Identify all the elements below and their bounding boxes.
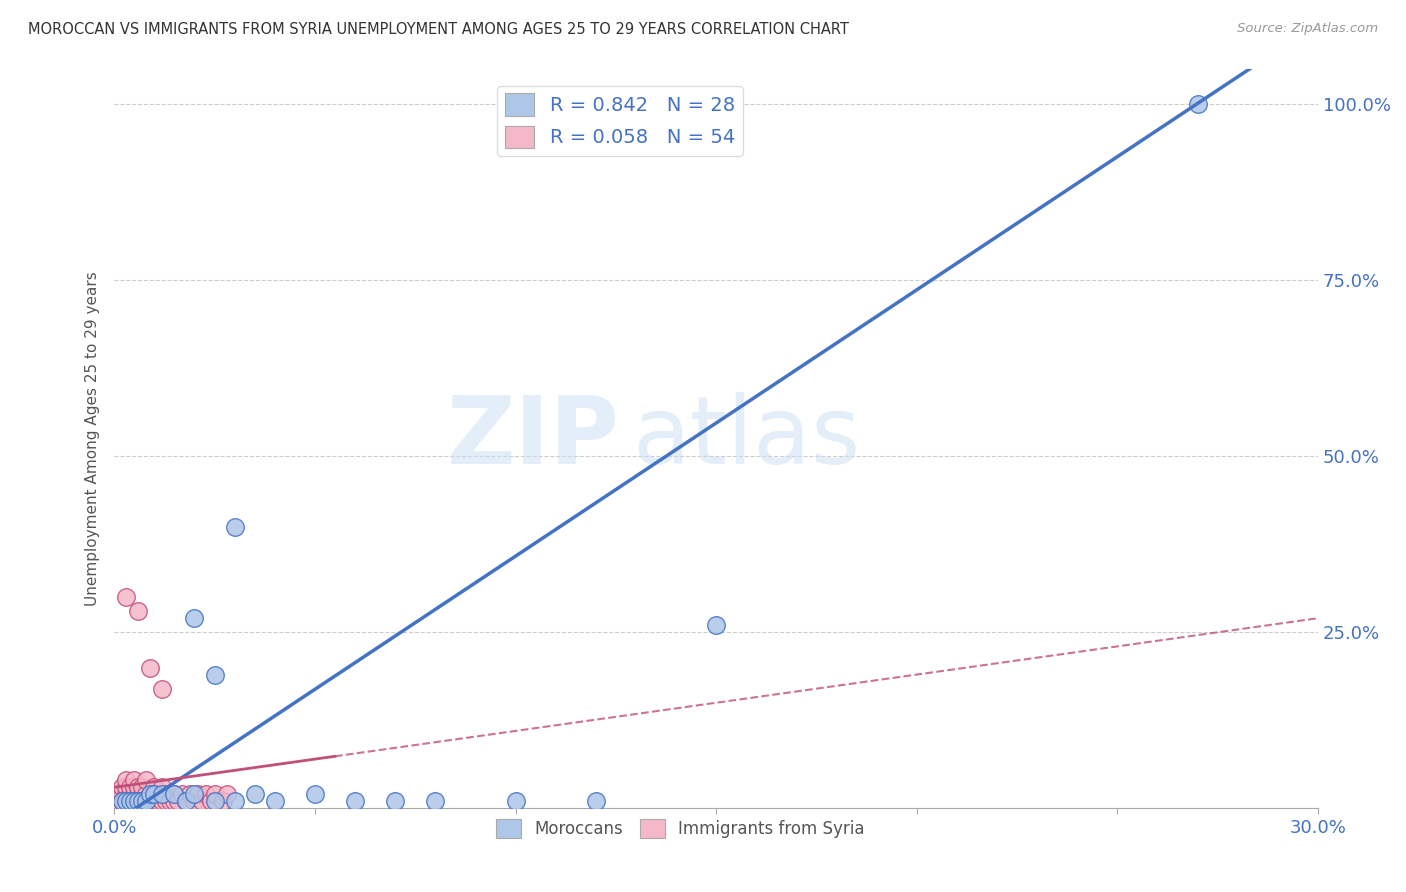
Point: [115, 780, 138, 795]
Point: [195, 788, 218, 802]
Point: [127, 788, 149, 802]
Point: [111, 780, 134, 795]
Point: [243, 788, 266, 802]
Point: [704, 618, 727, 632]
Point: [122, 788, 145, 802]
Point: [131, 788, 153, 802]
Point: [139, 794, 162, 808]
Point: [176, 794, 198, 808]
Point: [120, 788, 142, 802]
Point: [183, 794, 205, 808]
Point: [111, 788, 134, 802]
Point: [135, 773, 157, 788]
Point: [143, 788, 166, 802]
Point: [139, 788, 162, 802]
Point: [200, 794, 222, 808]
Point: [127, 780, 149, 795]
Point: [343, 794, 366, 808]
Point: [163, 794, 186, 808]
Point: [107, 788, 129, 802]
Text: Source: ZipAtlas.com: Source: ZipAtlas.com: [1237, 22, 1378, 36]
Point: [176, 794, 198, 808]
Point: [148, 788, 170, 802]
Point: [1187, 96, 1209, 111]
Point: [179, 788, 201, 802]
Point: [148, 794, 170, 808]
Point: [159, 794, 181, 808]
Point: [115, 773, 138, 788]
Point: [135, 788, 157, 802]
Text: ZIP: ZIP: [447, 392, 620, 484]
Point: [211, 794, 233, 808]
Point: [155, 788, 177, 802]
Point: [131, 794, 153, 808]
Point: [204, 788, 226, 802]
Point: [172, 788, 194, 802]
Point: [183, 611, 205, 625]
Point: [122, 794, 145, 808]
Point: [139, 788, 162, 802]
Point: [120, 794, 142, 808]
Point: [150, 794, 173, 808]
Point: [167, 794, 190, 808]
Point: [127, 794, 149, 808]
Y-axis label: Unemployment Among Ages 25 to 29 years: Unemployment Among Ages 25 to 29 years: [86, 271, 100, 606]
Point: [155, 794, 177, 808]
Point: [139, 660, 162, 674]
Point: [127, 794, 149, 808]
Point: [127, 604, 149, 618]
Point: [122, 780, 145, 795]
Point: [224, 794, 246, 808]
Point: [425, 794, 447, 808]
Point: [111, 794, 134, 808]
Point: [384, 794, 406, 808]
Point: [304, 788, 326, 802]
Point: [150, 788, 173, 802]
Point: [183, 788, 205, 802]
Point: [122, 773, 145, 788]
Point: [131, 794, 153, 808]
Point: [115, 788, 138, 802]
Point: [585, 794, 607, 808]
Point: [163, 788, 186, 802]
Point: [131, 780, 153, 795]
Point: [191, 794, 214, 808]
Point: [150, 681, 173, 696]
Point: [263, 794, 285, 808]
Point: [120, 794, 142, 808]
Point: [120, 780, 142, 795]
Point: [111, 794, 134, 808]
Point: [115, 794, 138, 808]
Point: [215, 788, 238, 802]
Point: [135, 794, 157, 808]
Text: atlas: atlas: [631, 392, 860, 484]
Point: [135, 794, 157, 808]
Point: [143, 794, 166, 808]
Point: [150, 780, 173, 795]
Point: [115, 794, 138, 808]
Point: [204, 794, 226, 808]
Point: [204, 667, 226, 681]
Point: [107, 794, 129, 808]
Point: [122, 794, 145, 808]
Point: [505, 794, 527, 808]
Legend: Moroccans, Immigrants from Syria: Moroccans, Immigrants from Syria: [489, 812, 870, 845]
Point: [187, 788, 209, 802]
Point: [143, 780, 166, 795]
Point: [224, 519, 246, 533]
Point: [115, 590, 138, 604]
Point: [163, 788, 186, 802]
Text: MOROCCAN VS IMMIGRANTS FROM SYRIA UNEMPLOYMENT AMONG AGES 25 TO 29 YEARS CORRELA: MOROCCAN VS IMMIGRANTS FROM SYRIA UNEMPL…: [28, 22, 849, 37]
